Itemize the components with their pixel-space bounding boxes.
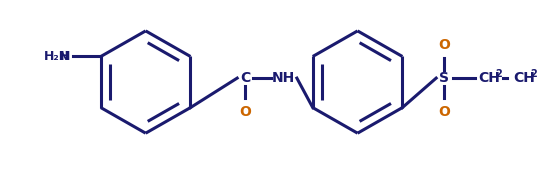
- Text: H₂N: H₂N: [44, 50, 70, 63]
- Text: O: O: [438, 105, 450, 118]
- Text: 2: 2: [495, 69, 502, 79]
- Text: CH: CH: [478, 71, 500, 85]
- Text: H: H: [59, 50, 70, 63]
- Text: 2: 2: [530, 69, 537, 79]
- Text: O: O: [239, 105, 251, 118]
- Text: CH: CH: [513, 71, 535, 85]
- Text: O: O: [438, 38, 450, 52]
- Text: NH: NH: [271, 71, 294, 85]
- Text: S: S: [439, 71, 449, 85]
- Text: C: C: [240, 71, 250, 85]
